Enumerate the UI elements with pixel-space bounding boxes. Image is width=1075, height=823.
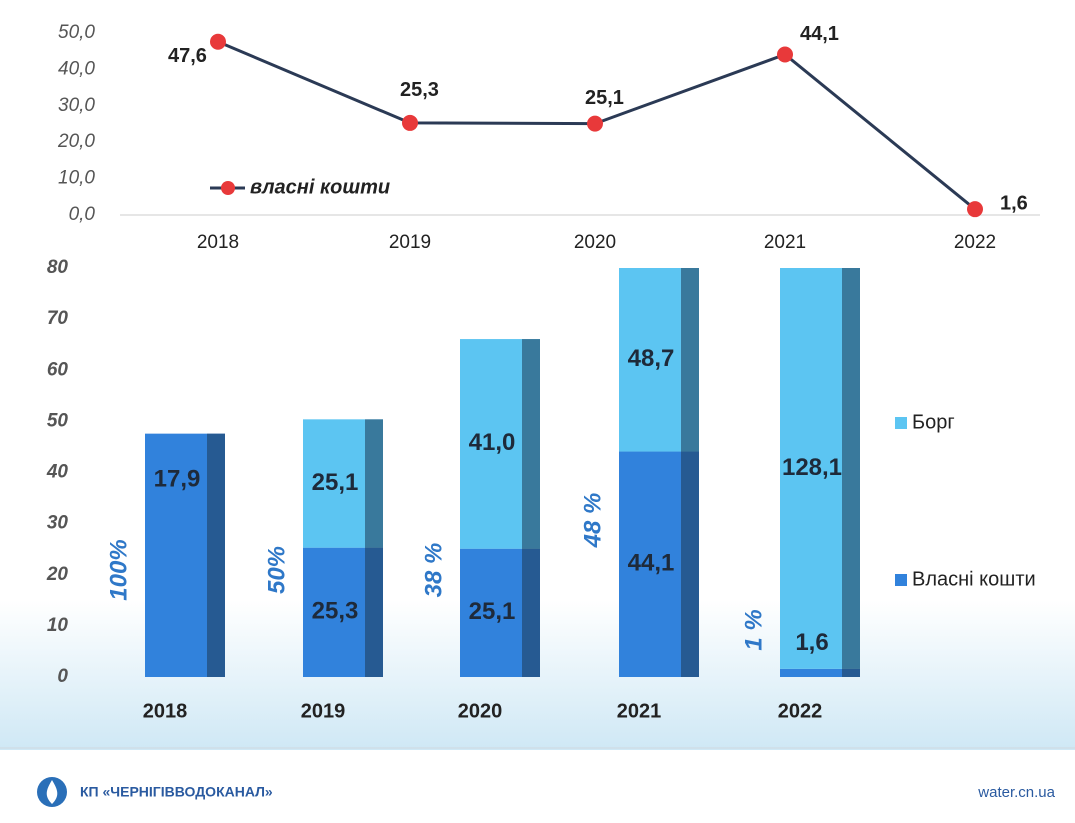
x-tick-label: 2022 [954, 232, 996, 253]
x-tick-label: 2018 [143, 700, 188, 722]
x-tick-label: 2018 [197, 232, 239, 253]
marker [210, 33, 226, 50]
marker [777, 46, 793, 63]
share-label: 1 % [740, 609, 767, 650]
share-label: 38 % [420, 543, 447, 598]
x-tick-label: 2021 [764, 232, 806, 253]
y-tick-label: 20 [46, 564, 69, 585]
legend-label: власні кошти [250, 176, 390, 198]
plot [145, 268, 860, 677]
bar-shadow [842, 268, 860, 677]
x-tick-label: 2021 [617, 700, 662, 722]
x-tick-label: 2020 [574, 232, 616, 253]
data-label: 25,3 [400, 79, 439, 101]
y-tick-label: 40,0 [58, 58, 95, 79]
data-label: 1,6 [1000, 192, 1028, 214]
bar-shadow [522, 339, 540, 677]
y-tick-label: 50 [47, 410, 69, 431]
data-label: 25,1 [312, 469, 359, 496]
y-tick-label: 40 [46, 462, 69, 483]
marker [967, 201, 983, 218]
y-tick-label: 0,0 [69, 204, 96, 225]
x-tick-label: 2020 [458, 700, 503, 722]
y-tick-label: 60 [47, 359, 69, 380]
bar-shadow [365, 419, 383, 677]
legend-label: Власні кошти [912, 568, 1036, 590]
x-tick-label: 2019 [301, 700, 346, 722]
bar-segment [780, 668, 860, 677]
share-label: 48 % [579, 493, 606, 549]
marker [402, 114, 418, 131]
y-tick-label: 10 [47, 615, 69, 636]
x-tick-label: 2019 [389, 232, 431, 253]
bar-shadow [681, 268, 699, 677]
data-label: 48,7 [628, 345, 675, 372]
data-label: 47,6 [168, 45, 207, 67]
legend-swatch [895, 417, 907, 429]
data-label: 44,1 [628, 550, 675, 577]
y-tick-label: 30 [47, 513, 69, 534]
y-tick-label: 20,0 [57, 131, 95, 152]
legend-swatch [895, 574, 907, 586]
annotation: 17,9 [154, 465, 201, 492]
x-tick-label: 2022 [778, 700, 823, 722]
y-tick-label: 70 [47, 308, 69, 329]
data-label: 25,3 [312, 598, 359, 625]
marker [587, 115, 603, 132]
legend-label: Борг [912, 411, 955, 433]
footer-site: water.cn.ua [977, 784, 1055, 801]
y-tick-label: 30,0 [58, 95, 95, 116]
y-tick-label: 10,0 [58, 168, 95, 189]
data-label: 25,1 [585, 87, 624, 109]
share-label: 100% [105, 539, 132, 600]
data-label: 25,1 [469, 598, 516, 625]
share-label: 50% [263, 546, 290, 594]
data-label: 128,1 [782, 454, 842, 481]
legend-marker [221, 181, 235, 195]
y-tick-label: 0 [57, 666, 68, 687]
data-label: 1,6 [795, 629, 828, 656]
y-tick-label: 80 [47, 257, 69, 278]
bar-shadow [207, 433, 225, 677]
logo [37, 777, 67, 807]
y-tick-label: 50,0 [58, 22, 95, 43]
footer-org: КП «ЧЕРНІГІВВОДОКАНАЛ» [80, 784, 273, 800]
data-label: 41,0 [469, 429, 516, 456]
data-label: 44,1 [800, 23, 839, 45]
